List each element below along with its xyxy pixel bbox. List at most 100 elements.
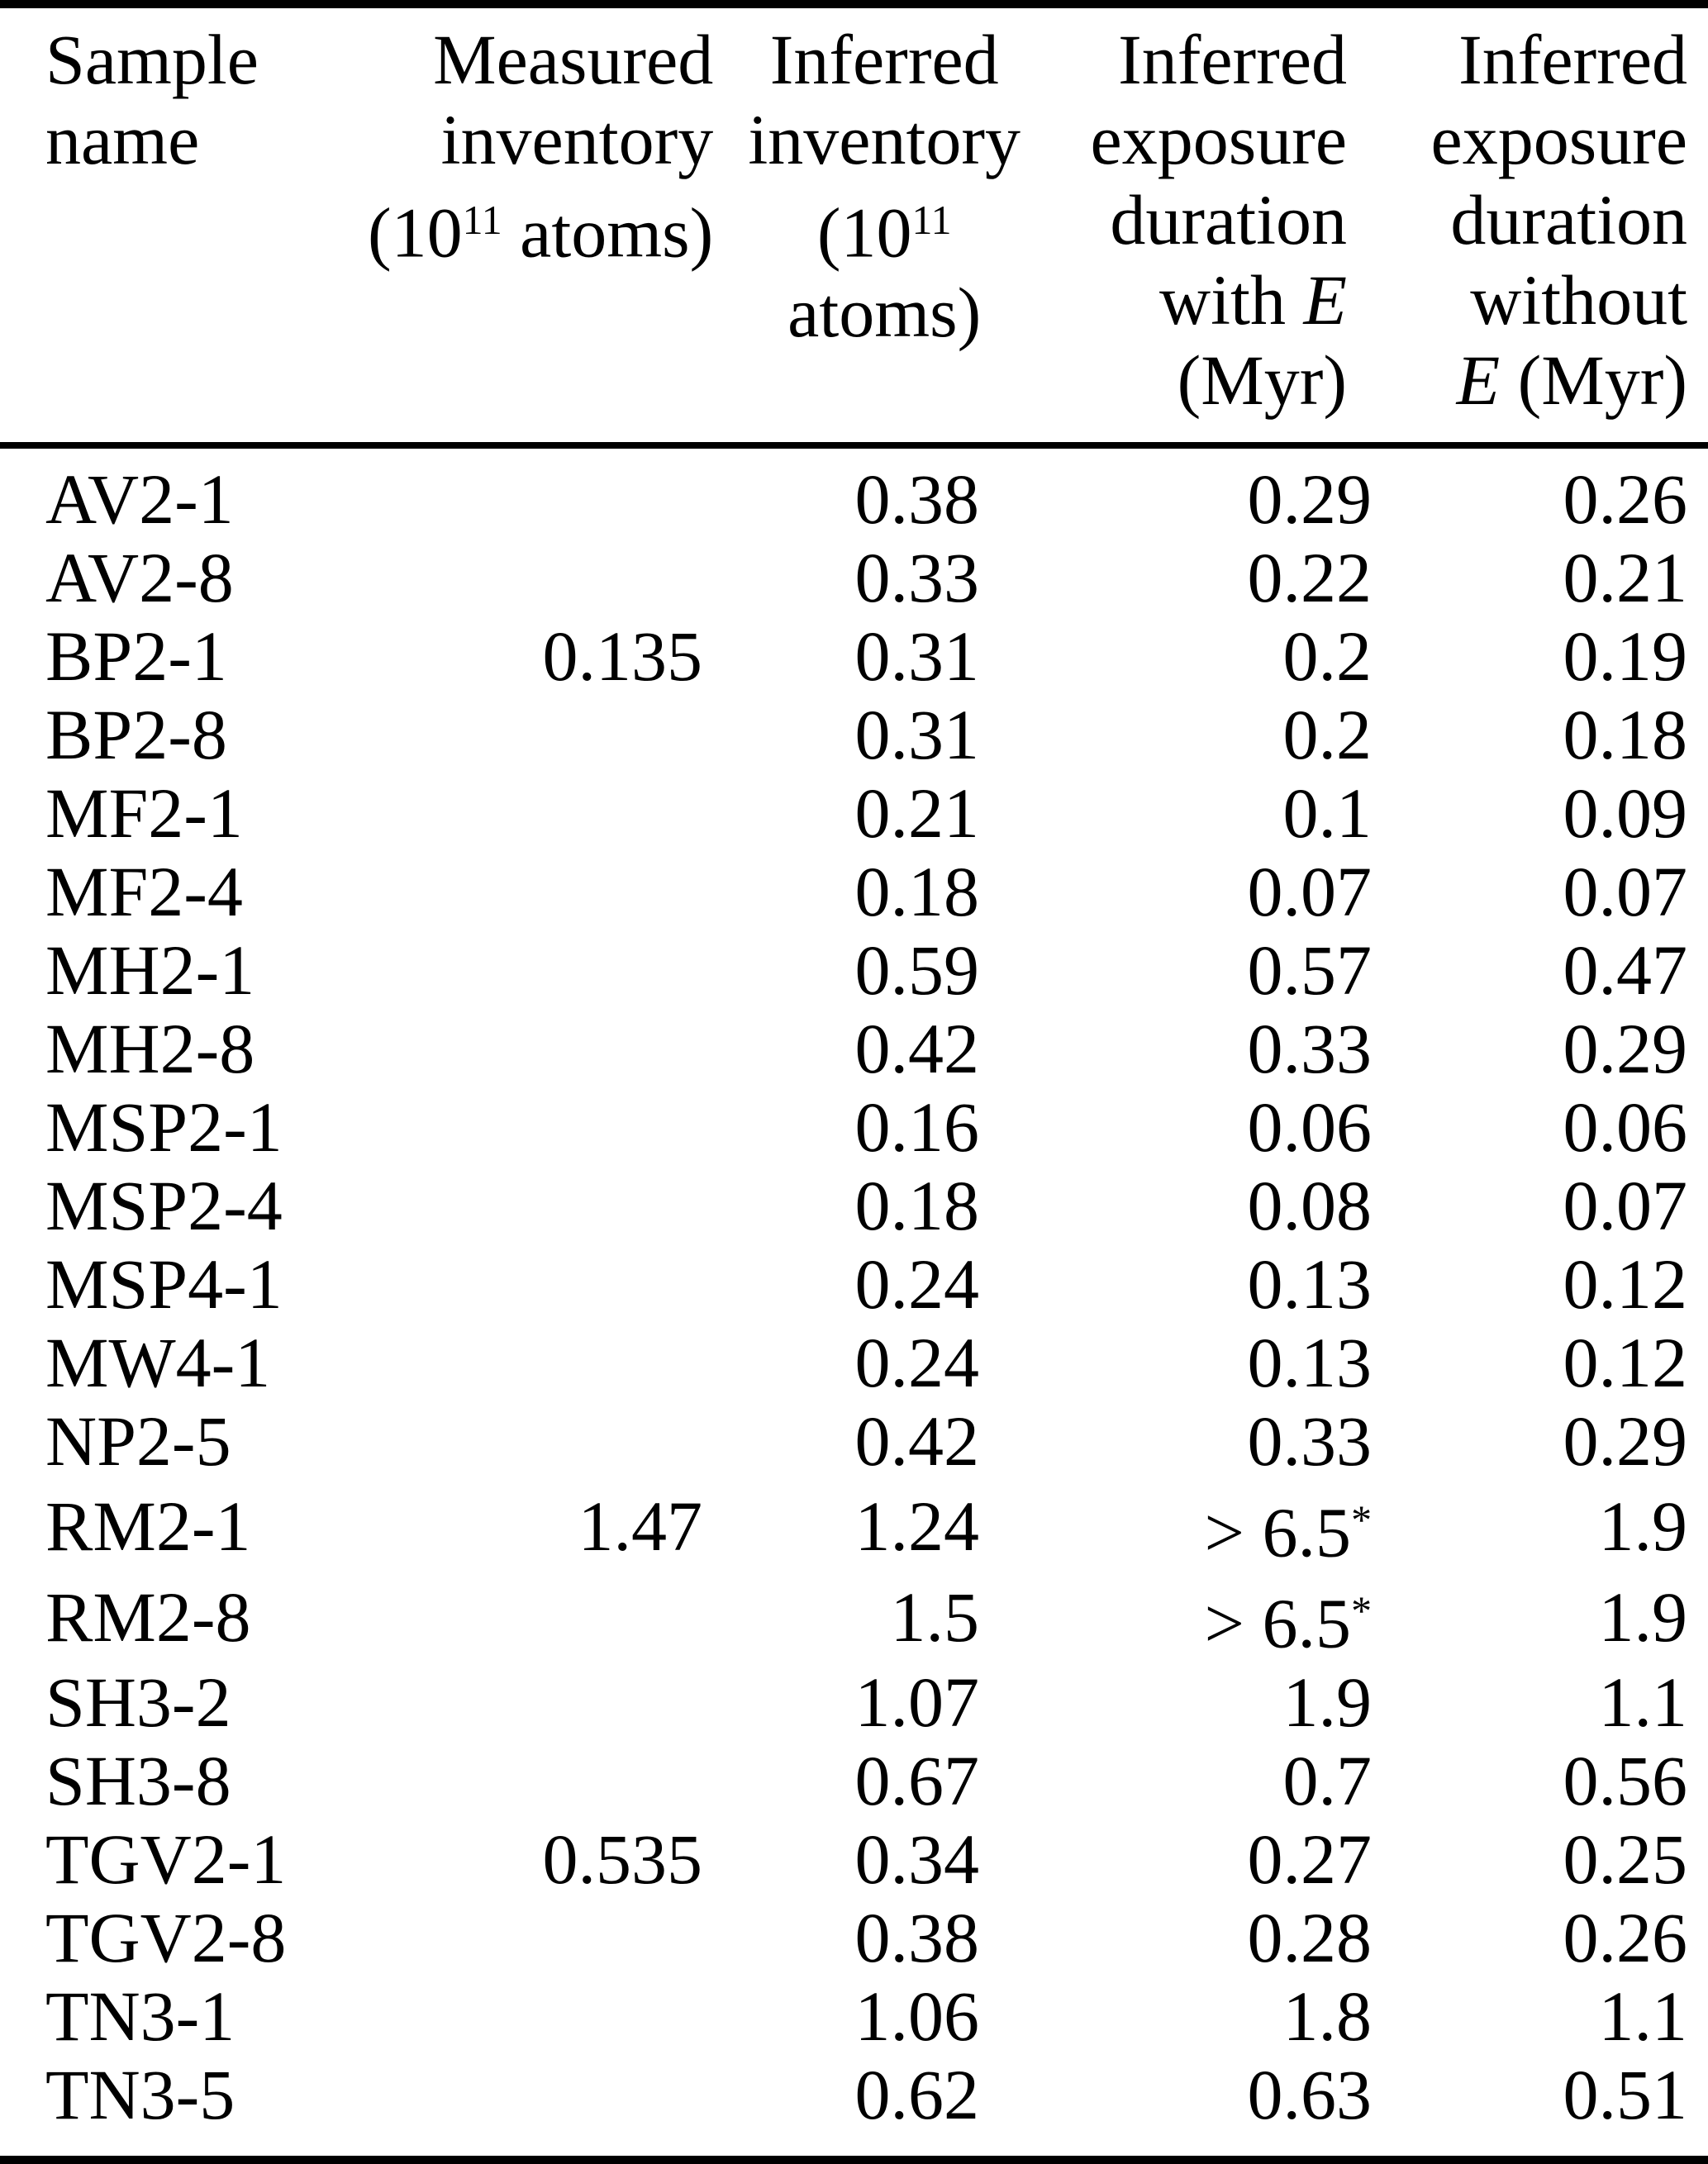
header-line: exposure bbox=[1091, 100, 1347, 180]
value-cell: 0.135 bbox=[542, 616, 703, 696]
text-segment: inventory bbox=[748, 100, 1021, 179]
text-segment: duration bbox=[1110, 180, 1347, 259]
superscript-text: 11 bbox=[911, 197, 952, 243]
value-cell: 1.8 bbox=[1282, 1976, 1373, 2056]
value-cell: 0.25 bbox=[1563, 1819, 1688, 1899]
text-segment: atoms) bbox=[502, 193, 714, 273]
header-line: duration bbox=[1431, 180, 1687, 260]
text-segment: Inferred bbox=[769, 20, 999, 99]
value-cell: 0.18 bbox=[854, 1166, 980, 1245]
value-cell bbox=[368, 1899, 702, 1977]
value-cell: 1.9 bbox=[1282, 1662, 1373, 1742]
sample-name-cell: MW4-1 bbox=[45, 1323, 271, 1402]
table-row: TN3-5 0.62 0.63 0.51 bbox=[0, 2054, 1708, 2134]
value-cell: 0.19 bbox=[1563, 616, 1688, 696]
sample-name-cell: BP2-1 bbox=[45, 616, 227, 696]
value-cell: 1.06 bbox=[854, 1976, 980, 2056]
value-cell: 0.31 bbox=[854, 616, 980, 696]
value-cell: 0.34 bbox=[854, 1819, 980, 1899]
column-header-exposure-without-E: Inferred exposure duration without E (Myr) bbox=[1372, 8, 1708, 449]
text-segment: name bbox=[45, 100, 200, 179]
value-cell: 1.24 bbox=[854, 1486, 980, 1566]
header-line: exposure bbox=[1431, 100, 1687, 180]
value-cell: 1.07 bbox=[854, 1662, 980, 1742]
sample-name-cell: MSP2-1 bbox=[45, 1087, 283, 1167]
sample-name-cell: MSP2-4 bbox=[45, 1166, 283, 1245]
value-cell: 0.13 bbox=[1247, 1244, 1373, 1324]
text-segment: exposure bbox=[1430, 100, 1687, 179]
value-cell bbox=[368, 1977, 702, 2056]
value-cell bbox=[368, 1010, 702, 1088]
value-cell: 0.62 bbox=[854, 2054, 980, 2134]
table-row: MW4-1 0.24 0.13 0.12 bbox=[0, 1324, 1708, 1402]
value-cell: 0.08 bbox=[1247, 1166, 1373, 1245]
value-cell: 0.47 bbox=[1563, 930, 1688, 1010]
value-cell: 0.24 bbox=[854, 1323, 980, 1402]
table-row: SH3-8 0.67 0.7 0.56 bbox=[0, 1740, 1708, 1820]
table-row: RM2-8 1.5 > 6.5* 1.9 bbox=[0, 1572, 1708, 1662]
text-segment: inventory bbox=[440, 100, 714, 179]
value-cell bbox=[368, 853, 702, 931]
value-cell: 0.33 bbox=[854, 538, 980, 617]
value-cell: 0.24 bbox=[854, 1244, 980, 1324]
text-segment: (10 bbox=[816, 193, 912, 273]
value-cell: 0.28 bbox=[1247, 1897, 1373, 1977]
value-cell: 1.1 bbox=[1598, 1662, 1688, 1742]
value-cell: 0.63 bbox=[1247, 2054, 1373, 2134]
header-line: (1011 atoms) bbox=[368, 180, 713, 273]
header-line: Measured bbox=[368, 20, 713, 100]
value-cell: 0.07 bbox=[1247, 852, 1373, 931]
table-row: RM2-1 1.47 1.24 > 6.5* 1.9 bbox=[0, 1481, 1708, 1572]
table-row: TGV2-1 0.535 0.34 0.27 0.25 bbox=[0, 1819, 1708, 1899]
italic-text: E bbox=[1303, 260, 1347, 340]
value-cell bbox=[368, 1167, 702, 1245]
value-cell: 0.42 bbox=[854, 1401, 980, 1481]
text-segment: Inferred bbox=[1118, 20, 1347, 99]
value-cell bbox=[368, 1572, 702, 1662]
text-segment: (Myr) bbox=[1177, 340, 1347, 420]
sample-name-cell: RM2-8 bbox=[45, 1577, 251, 1657]
sample-name-cell: AV2-1 bbox=[45, 459, 234, 539]
table-row: MH2-1 0.59 0.57 0.47 bbox=[0, 931, 1708, 1010]
value-cell: 0.33 bbox=[1247, 1009, 1373, 1088]
value-cell: 0.29 bbox=[1247, 459, 1373, 539]
value-cell: 0.09 bbox=[1563, 773, 1688, 853]
table-row: AV2-8 0.33 0.22 0.21 bbox=[0, 539, 1708, 617]
table-row: MSP4-1 0.24 0.13 0.12 bbox=[0, 1245, 1708, 1324]
value-cell: 0.59 bbox=[854, 930, 980, 1010]
sample-name-cell: SH3-2 bbox=[45, 1662, 231, 1742]
table-row: TGV2-8 0.38 0.28 0.26 bbox=[0, 1897, 1708, 1977]
table-header: Sample name Measured inventory (1011 atoms)… bbox=[0, 8, 1708, 449]
value-cell: 0.31 bbox=[854, 695, 980, 774]
value-cell: 0.12 bbox=[1563, 1244, 1688, 1324]
value-cell: 1.1 bbox=[1598, 1976, 1688, 2056]
sample-name-cell: TN3-5 bbox=[45, 2054, 236, 2134]
table-row: MF2-4 0.18 0.07 0.07 bbox=[0, 853, 1708, 931]
sample-name-cell: MH2-8 bbox=[45, 1009, 255, 1088]
value-cell bbox=[368, 445, 702, 539]
value-cell bbox=[368, 774, 702, 853]
header-line: E (Myr) bbox=[1431, 340, 1687, 421]
value-cell bbox=[368, 1663, 702, 1742]
header-line: Inferred bbox=[1091, 20, 1347, 100]
bottom-rule bbox=[0, 2156, 1708, 2164]
column-header-inferred-inventory: Inferred inventory (1011 atoms) bbox=[702, 8, 1021, 449]
table-row: NP2-5 0.42 0.33 0.29 bbox=[0, 1402, 1708, 1481]
table-row: MSP2-4 0.18 0.08 0.07 bbox=[0, 1167, 1708, 1245]
value-cell: 0.29 bbox=[1563, 1401, 1688, 1481]
value-cell bbox=[368, 1324, 702, 1402]
value-cell: 0.67 bbox=[854, 1740, 980, 1820]
value-cell: 1.9 bbox=[1598, 1577, 1688, 1657]
value-cell bbox=[368, 539, 702, 617]
text-segment: (Myr) bbox=[1500, 340, 1687, 420]
header-text-block: Measured inventory (1011 atoms) bbox=[368, 20, 713, 273]
value-cell: 0.18 bbox=[1563, 695, 1688, 774]
italic-text: E bbox=[1456, 340, 1501, 420]
text-segment: exposure bbox=[1090, 100, 1347, 179]
table-row: TN3-1 1.06 1.8 1.1 bbox=[0, 1976, 1708, 2056]
table-body: AV2-1 0.38 0.29 0.26 AV2-8 0.33 0.22 0.21 BP2-1 0… bbox=[0, 445, 1708, 2134]
header-text-block: Inferred inventory (1011 atoms) bbox=[748, 20, 1021, 353]
value-cell: 0.06 bbox=[1563, 1087, 1688, 1167]
value-cell: 0.2 bbox=[1282, 695, 1373, 774]
value-cell: 1.9 bbox=[1598, 1486, 1688, 1566]
